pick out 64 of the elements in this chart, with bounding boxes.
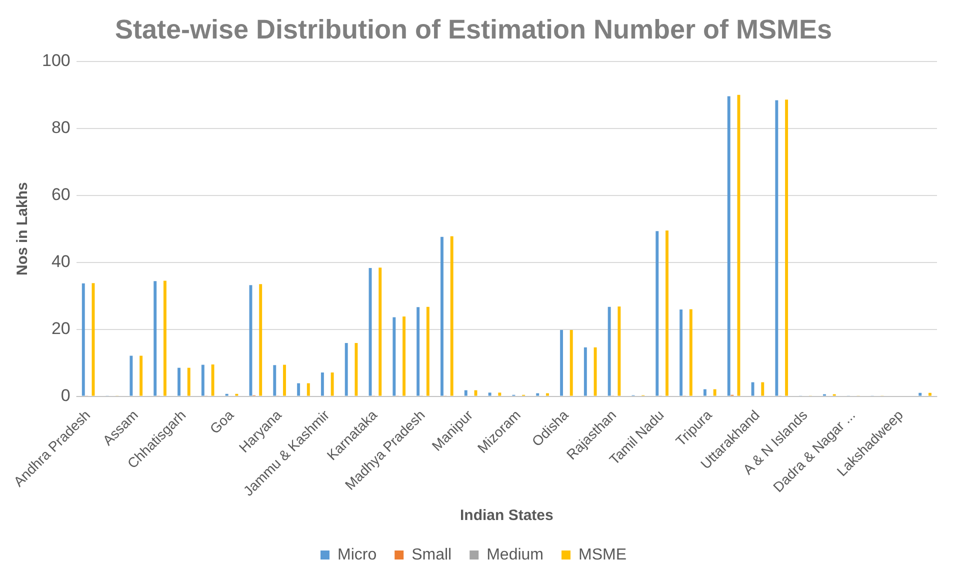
- bar: [426, 306, 430, 396]
- bar: [584, 347, 587, 396]
- bar: [608, 306, 611, 396]
- bar: [402, 316, 406, 396]
- bar: [546, 393, 549, 396]
- bar: [761, 382, 764, 396]
- bar: [594, 347, 597, 396]
- bar: [354, 343, 358, 396]
- bar: [737, 94, 740, 396]
- bar: [570, 330, 573, 396]
- bar: [130, 356, 133, 396]
- bar: [140, 356, 143, 396]
- y-axis-title: Nos in Lakhs: [14, 182, 32, 276]
- bar: [727, 96, 730, 396]
- bar: [680, 310, 683, 396]
- bar: [378, 268, 382, 396]
- y-tick-label: 100: [42, 51, 70, 70]
- bar: [344, 343, 348, 396]
- bar: [618, 306, 621, 396]
- bar: [416, 307, 420, 396]
- legend-label: Medium: [486, 546, 544, 564]
- bar: [656, 231, 659, 396]
- bar: [201, 364, 204, 396]
- bar: [440, 236, 444, 396]
- bar: [392, 317, 396, 396]
- y-tick-label: 40: [51, 252, 70, 271]
- bar: [689, 309, 692, 396]
- legend-label: Micro: [337, 546, 377, 564]
- bar: [259, 284, 262, 396]
- y-tick-label: 20: [51, 318, 70, 338]
- legend-label: MSME: [578, 546, 627, 564]
- bar: [187, 368, 190, 396]
- bar: [775, 100, 778, 396]
- x-axis-title: Indian States: [460, 507, 554, 524]
- bar: [703, 389, 706, 396]
- bar: [536, 393, 540, 396]
- bar: [488, 392, 492, 396]
- bar: [163, 280, 166, 396]
- bar: [211, 364, 214, 396]
- chart-title: State-wise Distribution of Estimation Number of MSMEs: [114, 14, 832, 45]
- bar: [450, 236, 454, 396]
- bar: [154, 281, 157, 396]
- bar: [464, 390, 468, 396]
- bar: [666, 230, 668, 396]
- bar: [474, 390, 478, 396]
- legend-label: Small: [412, 546, 452, 564]
- bar: [306, 383, 310, 396]
- bar: [178, 368, 180, 396]
- bar: [330, 372, 334, 396]
- bar: [283, 364, 286, 396]
- bar: [82, 283, 85, 396]
- bar: [297, 383, 300, 396]
- x-tick-label: Goa: [206, 406, 237, 437]
- bar: [560, 330, 563, 396]
- bar: [273, 365, 276, 396]
- bar: [928, 392, 932, 396]
- bar: [498, 392, 502, 396]
- y-tick-label: 80: [51, 118, 70, 138]
- bar: [785, 100, 788, 396]
- bar: [320, 372, 324, 396]
- y-tick-label: 60: [51, 185, 70, 204]
- y-tick-label: 0: [60, 386, 70, 405]
- bar: [713, 389, 716, 396]
- bar: [918, 392, 922, 396]
